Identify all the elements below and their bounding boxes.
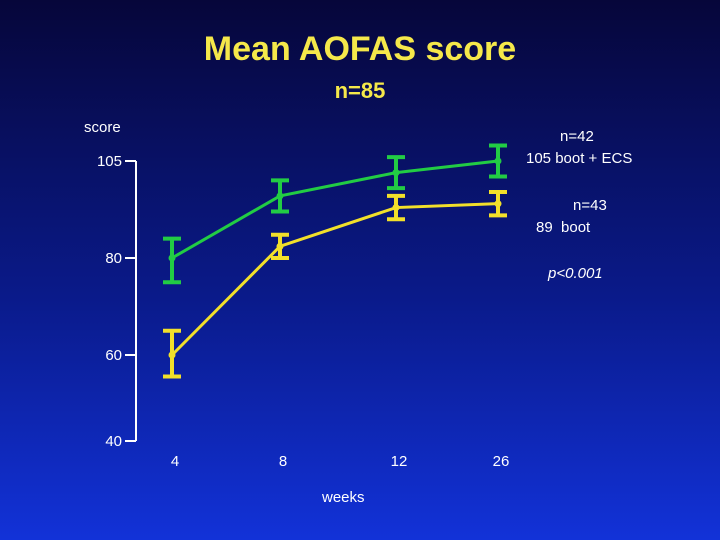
- y-tick-label: 40: [105, 433, 122, 450]
- x-tick-label: 26: [493, 453, 510, 470]
- x-tick-label: 8: [279, 453, 287, 470]
- data-point: [276, 242, 284, 250]
- series-1: [163, 190, 507, 379]
- x-tick-label: 4: [171, 453, 179, 470]
- y-tick-label: 105: [97, 153, 122, 170]
- series-n-label: n=42: [560, 128, 594, 145]
- p-value-annotation: p<0.001: [547, 265, 603, 282]
- chart-subtitle: n=85: [334, 78, 386, 103]
- data-point: [494, 157, 502, 165]
- data-point: [392, 204, 400, 212]
- y-axis-label: score: [84, 119, 121, 136]
- chart-title: Mean AOFAS score: [203, 30, 517, 68]
- x-axis-label: weeks: [321, 489, 365, 506]
- x-tick-label: 12: [391, 453, 408, 470]
- series-0: [163, 143, 507, 285]
- data-point: [168, 351, 176, 359]
- data-point: [276, 192, 284, 200]
- series-line: [171, 159, 499, 260]
- series-name-label: 105 boot + ECS: [526, 150, 632, 167]
- data-point: [168, 254, 176, 262]
- series-n-label: n=43: [573, 197, 607, 214]
- data-point: [392, 169, 400, 177]
- y-tick-label: 80: [105, 250, 122, 267]
- series-line: [170, 202, 499, 357]
- series-name-label: 89 boot: [536, 219, 591, 236]
- data-point: [494, 200, 502, 208]
- y-tick-label: 60: [105, 347, 122, 364]
